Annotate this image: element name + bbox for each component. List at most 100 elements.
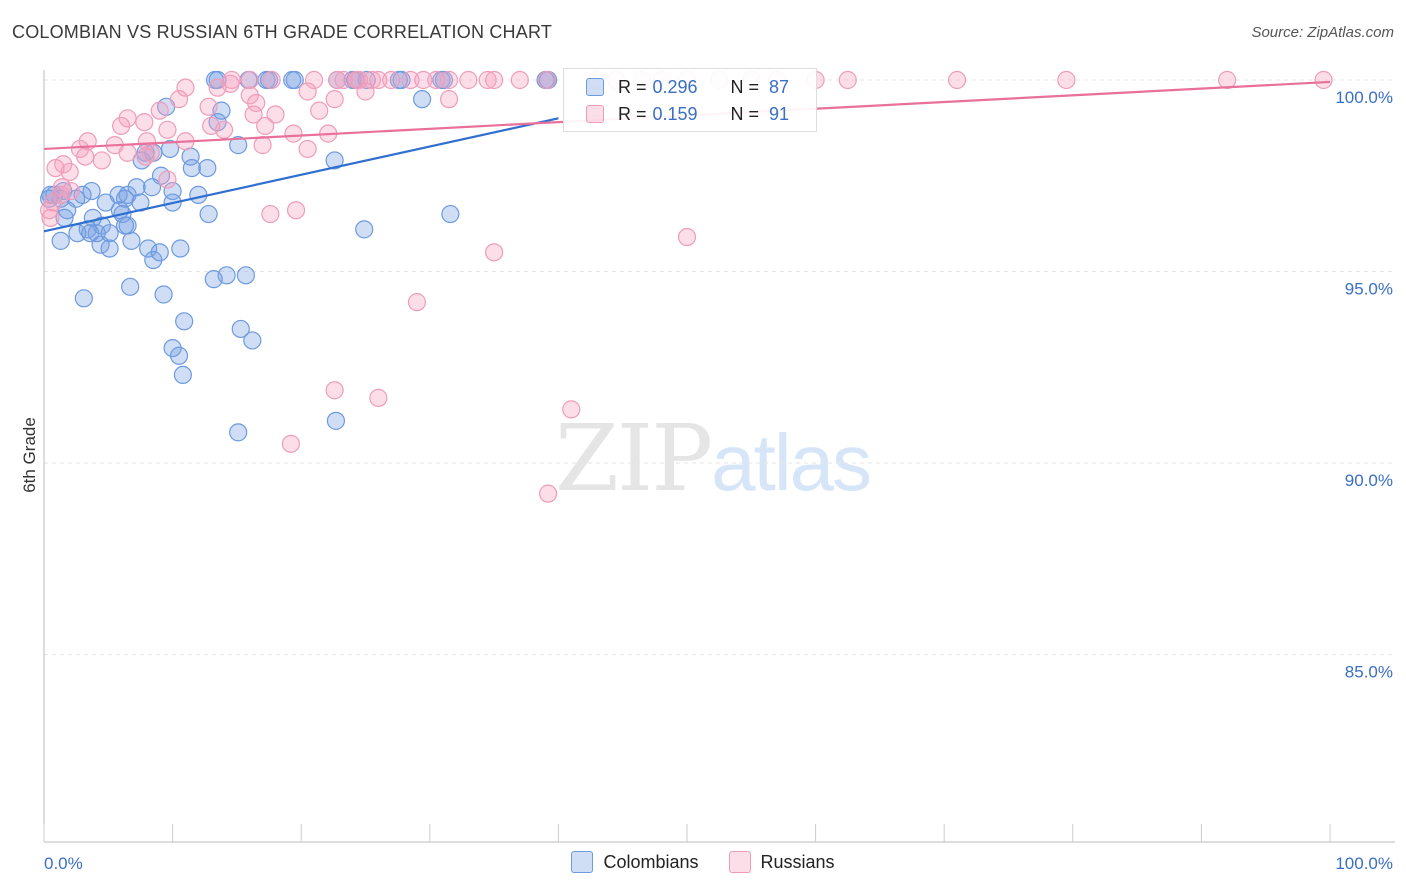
russians-point (838, 70, 857, 90)
russians-point (414, 70, 433, 90)
russians-point (158, 120, 177, 139)
russians-point (112, 116, 131, 136)
russians-point (158, 170, 177, 189)
y-tick-label: 95.0% (1345, 280, 1393, 299)
colombians-point (175, 312, 194, 331)
colombians-point (199, 204, 218, 224)
y-axis-title: 6th Grade (20, 417, 39, 493)
r-label: R = (618, 103, 647, 124)
colombians-point (441, 204, 460, 224)
n-label: N = (730, 103, 760, 124)
russians-point (208, 78, 227, 97)
russians-point (310, 101, 329, 120)
russians-point (150, 101, 169, 120)
colombians-point (82, 181, 101, 201)
legend-label-colombians: Colombians (603, 851, 699, 872)
russians-point (478, 70, 497, 90)
axes (43, 70, 1395, 843)
colombians-point (139, 239, 158, 258)
series-legend: Colombians Russians (0, 851, 1406, 873)
russians-point (334, 70, 353, 90)
y-tick-label: 100.0% (1335, 88, 1393, 107)
colombians-point (74, 289, 93, 308)
russians-point (439, 90, 459, 109)
russians-point (539, 484, 558, 503)
russians-point (281, 434, 301, 453)
russians-point (118, 143, 137, 162)
y-tick-label: 85.0% (1345, 663, 1393, 682)
colombians-point (150, 243, 169, 262)
stats-legend: R = 0.296 N = 87 R = 0.159 N = 91 (563, 68, 817, 132)
russians-point (382, 70, 401, 90)
russians-swatch (586, 105, 604, 123)
russians-point (369, 388, 388, 407)
russians-point (137, 132, 156, 151)
x-tick-label: 100.0% (1335, 854, 1393, 873)
russians-point (92, 151, 111, 170)
russians-point (284, 124, 303, 143)
russians-point (261, 204, 280, 224)
y-tick-label: 90.0% (1345, 471, 1393, 490)
colombians-point (355, 220, 374, 239)
colombians-point (51, 231, 70, 250)
colombians-point (231, 319, 250, 339)
r-value: 0.159 (652, 103, 698, 124)
watermark-zip: ZIP (555, 405, 713, 512)
russians-point (401, 70, 420, 90)
russians-point (304, 70, 324, 90)
russians-point (51, 185, 70, 204)
russians-point (46, 158, 65, 178)
russians-point (176, 78, 195, 97)
russians-point (298, 139, 317, 159)
r-label: R = (618, 76, 647, 97)
russians-point (169, 90, 189, 109)
legend-label-russians: Russians (760, 851, 835, 872)
russians-point (947, 70, 967, 90)
colombians-legend-swatch (571, 851, 594, 873)
colombians-point (154, 285, 173, 304)
legend-row-colombians: R = 0.296 N = 87 (586, 73, 789, 101)
russians-point (266, 105, 285, 124)
russians-point (407, 293, 427, 312)
russians-point (325, 381, 344, 400)
colombians-point (182, 158, 201, 178)
russians-point (369, 70, 388, 90)
grid-lines (44, 79, 1395, 655)
colombians-point (87, 224, 106, 243)
n-label: N = (730, 76, 760, 97)
colombians-point (204, 270, 223, 289)
russians-point (214, 120, 234, 139)
colombians-point (121, 277, 140, 296)
russians-point (325, 90, 344, 109)
legend-item-colombians[interactable]: Colombians (571, 851, 699, 873)
x-tick-label: 0.0% (44, 854, 83, 873)
colombians-point (169, 346, 189, 365)
russians-legend-swatch (728, 851, 751, 873)
russians-point (76, 147, 95, 166)
r-value: 0.296 (652, 76, 698, 97)
russians-point (1218, 70, 1237, 90)
source-label: Source: ZipAtlas.com (1251, 24, 1394, 41)
colombians-point (243, 331, 262, 350)
colombians-point (115, 189, 135, 208)
colombians-point (229, 136, 248, 155)
russians-point (60, 162, 79, 182)
legend-item-russians[interactable]: Russians (728, 851, 835, 873)
russians-point (40, 201, 59, 220)
russians-point (562, 400, 581, 419)
russians-point (41, 208, 60, 227)
russians-point (362, 70, 382, 90)
russians-point (136, 147, 155, 166)
russians-point (199, 97, 218, 116)
russians-point (677, 227, 697, 247)
russians-point (537, 70, 556, 90)
colombians-point (171, 239, 190, 258)
russians-point (427, 70, 446, 90)
russians-point (356, 82, 375, 101)
colombians-point (236, 266, 256, 285)
russians-point (244, 105, 263, 124)
russians-point (253, 136, 272, 155)
russians-point (286, 201, 306, 220)
n-value: 91 (769, 103, 790, 124)
